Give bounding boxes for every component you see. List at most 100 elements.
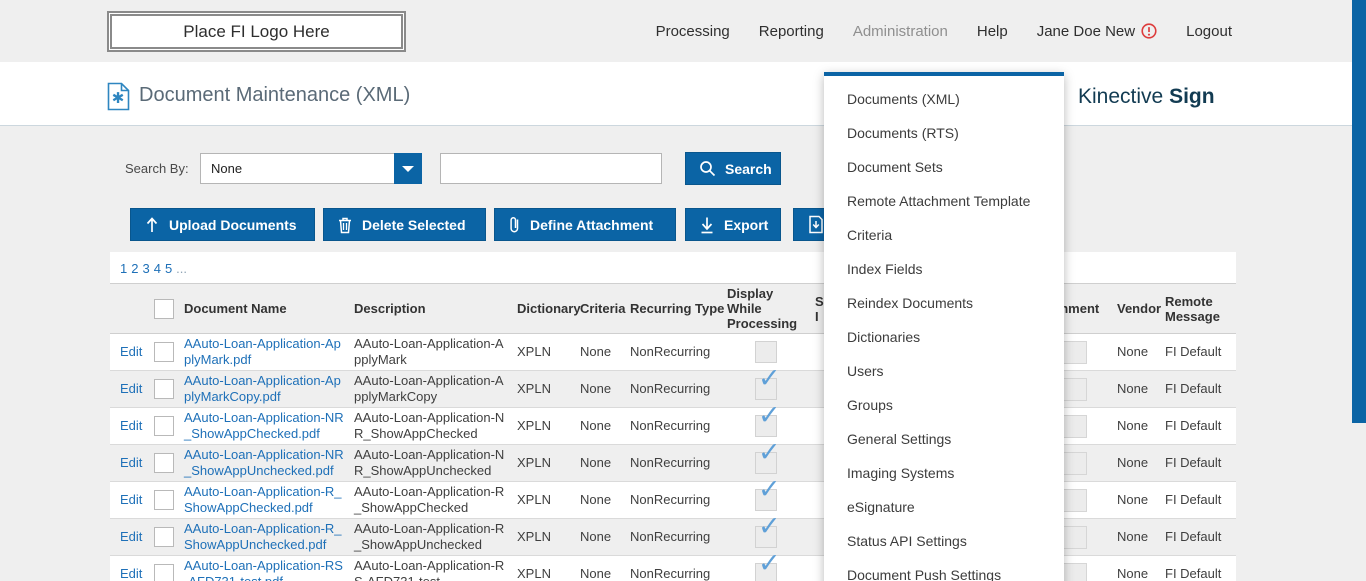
display-while-processing-cell [723,555,811,581]
menu-item-general-settings[interactable]: General Settings [847,431,952,447]
edit-link[interactable]: Edit [120,455,143,470]
vendor-cell: None [1113,518,1161,556]
dictionary-cell: XPLN [513,407,576,445]
page-link-5[interactable]: 5 [164,261,173,276]
remote-message-cell: FI Default [1161,518,1236,556]
table-row: Edit AAuto-Loan-Application-R_ShowAppChec… [110,481,1236,519]
display-while-processing-checkbox[interactable] [755,555,781,581]
vertical-scrollbar-thumb[interactable] [1352,0,1366,423]
select-cell [150,481,180,519]
page-link-2[interactable]: 2 [131,261,139,276]
menu-item-criteria[interactable]: Criteria [847,227,893,243]
upload-documents-button[interactable]: Upload Documents [130,208,315,241]
nav-item-jane-doe-new[interactable]: Jane Doe New [1037,23,1157,40]
delete-selected-button[interactable]: Delete Selected [323,208,486,241]
export-button[interactable]: Export [685,208,781,241]
export-label: Export [724,216,769,233]
document-name-column-header: Document Name [180,283,350,334]
menu-item-imaging-systems[interactable]: Imaging Systems [847,465,955,481]
document-name-link[interactable]: AAuto-Loan-Application-ApplyMarkCopy.pdf [184,373,341,404]
vendor-cell: None [1113,370,1161,408]
menu-item-remote-attachment-template[interactable]: Remote Attachment Template [847,193,1031,209]
nav-item-help[interactable]: Help [977,23,1008,40]
edit-cell: Edit [110,370,150,408]
display-while-processing-cell [723,444,811,482]
nav-item-logout[interactable]: Logout [1186,23,1232,40]
row-checkbox[interactable] [154,490,174,510]
export-icon [701,217,713,233]
criteria-cell: None [576,407,626,445]
pagination: 1 2 3 4 5... [110,252,1236,283]
nav-item-processing[interactable]: Processing [656,23,730,40]
edit-link[interactable]: Edit [120,566,143,581]
nav-item-administration[interactable]: Administration [853,23,948,40]
description-cell: AAuto-Loan-Application-NR_ShowAppChecked [350,407,513,445]
menu-item-reindex-documents[interactable]: Reindex Documents [847,295,974,311]
page-link-3[interactable]: 3 [142,261,150,276]
criteria-cell: None [576,481,626,519]
recurring-type-cell: NonRecurring [626,555,723,581]
menu-items: Documents (XML) Documents (RTS) Document S… [824,76,1064,581]
row-checkbox[interactable] [154,379,174,399]
select-cell [150,518,180,556]
document-name-link[interactable]: AAuto-Loan-Application-RS-AFD731-test.pd… [184,558,343,581]
menu-item-users[interactable]: Users [847,363,884,379]
display-while-processing-checkbox[interactable] [755,370,781,400]
menu-item-dictionaries[interactable]: Dictionaries [847,329,921,345]
edit-link[interactable]: Edit [120,529,143,544]
row-checkbox[interactable] [154,564,174,581]
page-link-more[interactable]: ... [176,261,188,276]
menu-item-documents-xml-[interactable]: Documents (XML) [847,91,960,107]
menu-item-status-api-settings[interactable]: Status API Settings [847,533,967,549]
menu-item-document-push-settings[interactable]: Document Push Settings [847,567,1002,581]
table-row: Edit AAuto-Loan-Application-NR_ShowAppChe… [110,407,1236,445]
dictionary-cell: XPLN [517,344,551,359]
fi-logo-text: Place FI Logo Here [183,21,330,41]
criteria-cell: None [576,370,626,408]
edit-link[interactable]: Edit [120,418,143,433]
nav-item-reporting[interactable]: Reporting [759,23,824,40]
search-button[interactable]: Search [685,152,781,185]
display-while-processing-checkbox[interactable] [755,481,781,511]
display-while-processing-checkbox[interactable] [755,407,781,437]
display-while-processing-checkbox[interactable] [755,341,777,363]
edit-link[interactable]: Edit [120,344,143,359]
recurring-type-cell: NonRecurring [626,444,723,482]
edit-link[interactable]: Edit [120,492,143,507]
menu-item-esignature[interactable]: eSignature [847,499,915,515]
document-name-link[interactable]: AAuto-Loan-Application-NR_ShowAppChecked… [184,410,344,441]
document-name-cell: AAuto-Loan-Application-ApplyMarkCopy.pdf [180,370,350,408]
document-name-link[interactable]: AAuto-Loan-Application-NR_ShowAppUncheck… [184,447,344,478]
row-checkbox[interactable] [154,527,174,547]
select-cell [150,407,180,445]
vendor-cell: None [1117,344,1149,359]
edit-link[interactable]: Edit [120,381,143,396]
display-while-processing-checkbox[interactable] [755,444,781,474]
nav-item-label: Jane Doe New [1036,22,1136,40]
title-band [0,62,1366,126]
row-checkbox[interactable] [154,342,174,362]
document-name-link[interactable]: AAuto-Loan-Application-ApplyMark.pdf [184,336,341,367]
menu-item-index-fields[interactable]: Index Fields [847,261,923,277]
description-cell: AAuto-Loan-Application-ApplyMarkCopy [350,370,513,408]
document-download-icon [809,215,823,234]
select-cell [150,370,180,408]
menu-item-documents-rts-[interactable]: Documents (RTS) [847,125,959,141]
define-attachment-button[interactable]: Define Attachment [494,208,676,241]
page-link-4[interactable]: 4 [153,261,161,276]
document-name-link[interactable]: AAuto-Loan-Application-R_ShowAppChecked.… [184,484,342,515]
upload-documents-label: Upload Documents [169,216,297,233]
chevron-down-icon[interactable] [394,153,422,184]
page-link-1[interactable]: 1 [120,261,128,276]
description-cell: AAuto-Loan-Application-RS-AFD731-test [350,555,513,581]
menu-item-groups[interactable]: Groups [847,397,893,413]
display-while-processing-checkbox[interactable] [755,518,781,548]
row-checkbox[interactable] [154,416,174,436]
select-all-checkbox[interactable] [154,298,174,319]
search-by-select[interactable]: None [200,153,422,184]
row-checkbox[interactable] [154,453,174,473]
search-by-label: Search By: [125,161,189,176]
menu-item-document-sets[interactable]: Document Sets [847,159,943,175]
search-input[interactable] [440,153,662,184]
document-name-link[interactable]: AAuto-Loan-Application-R_ShowAppUnchecke… [184,521,342,552]
